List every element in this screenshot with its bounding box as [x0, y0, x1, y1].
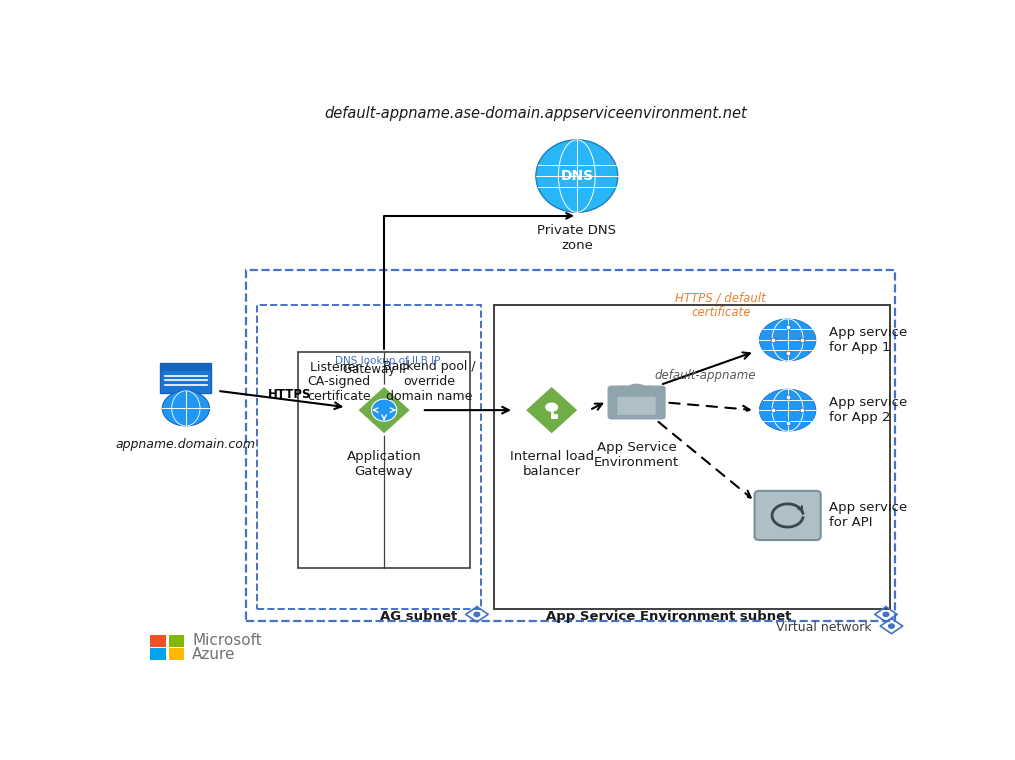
FancyBboxPatch shape: [160, 363, 211, 393]
Text: Internal load
balancer: Internal load balancer: [510, 450, 594, 478]
Polygon shape: [525, 385, 579, 435]
Circle shape: [759, 389, 816, 431]
Text: Microsoft: Microsoft: [192, 633, 262, 648]
Text: AG subnet: AG subnet: [380, 610, 457, 622]
Circle shape: [162, 391, 209, 426]
Circle shape: [639, 386, 661, 402]
Text: App Service
Environment: App Service Environment: [594, 441, 679, 469]
Text: default-appname.ase-domain.appserviceenvironment.net: default-appname.ase-domain.appserviceenv…: [325, 106, 747, 121]
Text: Listener /
CA-signed
certificate: Listener / CA-signed certificate: [308, 360, 371, 404]
Bar: [150, 648, 166, 660]
Bar: [494, 305, 890, 609]
Text: App Service Environment subnet: App Service Environment subnet: [546, 610, 791, 622]
FancyBboxPatch shape: [617, 397, 656, 415]
Circle shape: [759, 319, 816, 361]
Bar: [150, 635, 166, 647]
Polygon shape: [357, 385, 411, 435]
Text: Backend pool /
override
domain name: Backend pool / override domain name: [383, 360, 475, 404]
Circle shape: [623, 385, 650, 404]
Text: HTTPS / default
certificate: HTTPS / default certificate: [675, 291, 766, 319]
Circle shape: [544, 402, 559, 413]
Circle shape: [888, 624, 894, 629]
Text: default-appname: default-appname: [655, 369, 756, 382]
Text: appname.domain.com: appname.domain.com: [116, 438, 256, 451]
Circle shape: [883, 613, 889, 616]
FancyBboxPatch shape: [160, 363, 211, 371]
FancyBboxPatch shape: [754, 491, 821, 540]
Ellipse shape: [371, 399, 397, 421]
Text: App service
for App 2: App service for App 2: [828, 396, 906, 424]
Text: Private DNS
zone: Private DNS zone: [537, 224, 616, 252]
Text: HTTPS: HTTPS: [268, 388, 312, 401]
Bar: [247, 270, 895, 621]
Bar: [168, 648, 185, 660]
Text: Virtual network: Virtual network: [776, 622, 872, 635]
Bar: [168, 635, 185, 647]
Text: App service
for API: App service for API: [828, 502, 906, 530]
FancyBboxPatch shape: [608, 385, 666, 420]
Text: Gateway IP: Gateway IP: [343, 363, 409, 376]
Text: Application
Gateway: Application Gateway: [347, 450, 421, 478]
Text: DNS lookup of ILB IP: DNS lookup of ILB IP: [335, 356, 441, 366]
Bar: [257, 305, 481, 609]
Text: DNS: DNS: [560, 169, 594, 183]
Circle shape: [474, 613, 480, 616]
Text: Azure: Azure: [192, 647, 235, 662]
Text: App service
for App 1: App service for App 1: [828, 326, 906, 354]
Bar: [298, 352, 470, 568]
Circle shape: [612, 386, 633, 402]
Ellipse shape: [536, 140, 618, 212]
